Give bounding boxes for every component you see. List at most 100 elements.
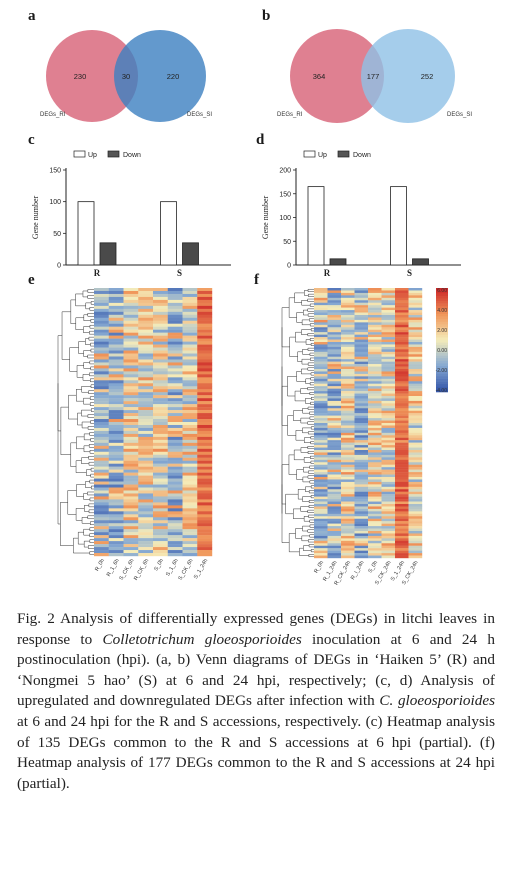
legend-gradient-step bbox=[436, 293, 448, 297]
caption-text-1: Fig. 2 Analysis of differentially expres… bbox=[17, 610, 495, 648]
heatmap-e: R_0h R_1_6hS_CK_6hR_CK_6h S_0h S_1_6hS_CK_6… bbox=[57, 288, 213, 582]
legend-gradient-step bbox=[436, 321, 448, 325]
column-label: R_I_24h bbox=[350, 560, 366, 581]
legend-gradient-step bbox=[436, 327, 448, 330]
venn-overlap-count: 30 bbox=[122, 72, 130, 81]
legend-tick-label: -2.00 bbox=[436, 368, 448, 374]
caption-species-short: C. gloeosporioides bbox=[379, 692, 495, 710]
category-label: R bbox=[324, 268, 331, 278]
figure-caption: Fig. 2 Analysis of differentially expres… bbox=[17, 609, 495, 794]
bar-up bbox=[160, 201, 177, 266]
legend-gradient-step bbox=[436, 340, 448, 343]
panel-label-f: f bbox=[254, 272, 259, 288]
category-label: S bbox=[177, 268, 182, 278]
bar-down bbox=[99, 242, 117, 266]
legend-gradient-step bbox=[436, 358, 448, 362]
legend-gradient-step bbox=[436, 366, 448, 369]
column-label: R_CK_6h bbox=[133, 558, 150, 582]
legend-gradient-step bbox=[436, 301, 448, 304]
y-tick-label: 50 bbox=[53, 231, 61, 238]
caption-species: Colletotrichum gloeosporioides bbox=[102, 630, 302, 648]
legend-tick-label: 2.00 bbox=[437, 328, 447, 334]
y-tick-label: 0 bbox=[57, 263, 61, 270]
y-tick-label: 150 bbox=[279, 191, 291, 198]
venn-circle-right bbox=[361, 29, 455, 123]
bar-up bbox=[307, 186, 325, 266]
venn-left-count: 230 bbox=[74, 72, 87, 81]
legend-tick-label: 0.00 bbox=[437, 348, 447, 354]
bar-down bbox=[182, 242, 199, 266]
bar-up bbox=[77, 201, 95, 266]
bar-chart-d: 0 50 100 150 200 Gene number Up Down R S bbox=[261, 150, 461, 278]
venn-right-label: DEGs_SI bbox=[187, 112, 212, 118]
legend-gradient-step bbox=[436, 329, 448, 333]
legend-swatch-down bbox=[337, 150, 350, 158]
legend-gradient-step bbox=[436, 350, 448, 354]
legend-swatch-down bbox=[107, 150, 120, 158]
venn-right-count: 220 bbox=[167, 72, 180, 81]
column-label: R_1_6h bbox=[106, 558, 121, 578]
y-tick-label: 50 bbox=[283, 239, 291, 246]
panel-label-a: a bbox=[28, 8, 36, 24]
legend-gradient-step bbox=[436, 384, 448, 388]
y-axis-label: Gene number bbox=[31, 196, 40, 240]
legend-gradient-step bbox=[436, 371, 448, 375]
legend-gradient-step bbox=[436, 319, 448, 323]
column-label: S_1_24h bbox=[193, 558, 209, 580]
category-label: S bbox=[407, 268, 412, 278]
legend-gradient-step bbox=[436, 355, 448, 359]
caption-text-3: at 6 and 24 hpi for the R and S accessio… bbox=[17, 712, 495, 792]
y-axis-label: Gene number bbox=[261, 196, 270, 240]
legend-gradient-step bbox=[436, 337, 448, 341]
legend-gradient-step bbox=[436, 311, 448, 315]
venn-circle-left bbox=[46, 30, 138, 122]
column-label: S_CK_6h bbox=[178, 558, 195, 581]
legend-gradient-step bbox=[436, 303, 448, 307]
legend-gradient-step bbox=[436, 363, 448, 367]
legend-tick-label: 4.00 bbox=[437, 308, 447, 314]
legend-gradient-step bbox=[436, 386, 448, 390]
dendrogram bbox=[281, 288, 314, 558]
column-label: R_0h bbox=[313, 560, 325, 574]
legend-gradient-step bbox=[436, 368, 448, 372]
y-tick-label: 100 bbox=[49, 199, 61, 206]
panel-label-b: b bbox=[262, 8, 271, 24]
legend-gradient-step bbox=[436, 308, 448, 312]
legend-label-down: Down bbox=[123, 152, 141, 159]
legend-gradient-step bbox=[436, 332, 448, 336]
legend-tick-label: 6.00 bbox=[437, 288, 447, 294]
legend-gradient-step bbox=[436, 298, 448, 302]
venn-diagram-a: 230 30 220 DEGs_RI DEGs_SI bbox=[40, 30, 212, 122]
legend-label-up: Up bbox=[88, 152, 97, 159]
venn-left-label: DEGs_RI bbox=[277, 112, 303, 118]
y-tick-label: 0 bbox=[287, 263, 291, 270]
heatmap-cells bbox=[314, 288, 423, 559]
legend-gradient-step bbox=[436, 316, 448, 320]
caption-text-2: inoculation at 6 and 24 h postinoculatio… bbox=[17, 630, 495, 710]
column-label: S_1_6h bbox=[165, 558, 180, 577]
legend-swatch-up bbox=[303, 150, 316, 158]
bar-up bbox=[390, 186, 407, 266]
venn-circle-left bbox=[290, 29, 384, 123]
venn-overlap-count: 177 bbox=[367, 72, 380, 81]
column-label: S_0h bbox=[153, 558, 165, 572]
column-label: S_0h bbox=[368, 560, 380, 574]
legend-label-down: Down bbox=[353, 152, 371, 159]
y-tick-label: 100 bbox=[279, 215, 291, 222]
column-label: R_0h bbox=[94, 558, 106, 572]
legend-gradient-step bbox=[436, 379, 448, 382]
legend-gradient-step bbox=[436, 342, 448, 346]
y-tick-label: 200 bbox=[279, 168, 291, 175]
panel-label-d: d bbox=[256, 132, 265, 148]
venn-left-count: 364 bbox=[313, 72, 326, 81]
panel-label-c: c bbox=[28, 132, 35, 148]
legend-gradient-step bbox=[436, 353, 448, 356]
legend-gradient-step bbox=[436, 360, 448, 364]
legend-tick-label: -4.00 bbox=[436, 388, 448, 394]
legend-gradient-step bbox=[436, 290, 448, 294]
y-tick-label: 150 bbox=[49, 168, 61, 175]
venn-left-label: DEGs_RI bbox=[40, 112, 66, 118]
venn-right-label: DEGs_SI bbox=[447, 112, 472, 118]
legend-swatch-up bbox=[73, 150, 86, 158]
